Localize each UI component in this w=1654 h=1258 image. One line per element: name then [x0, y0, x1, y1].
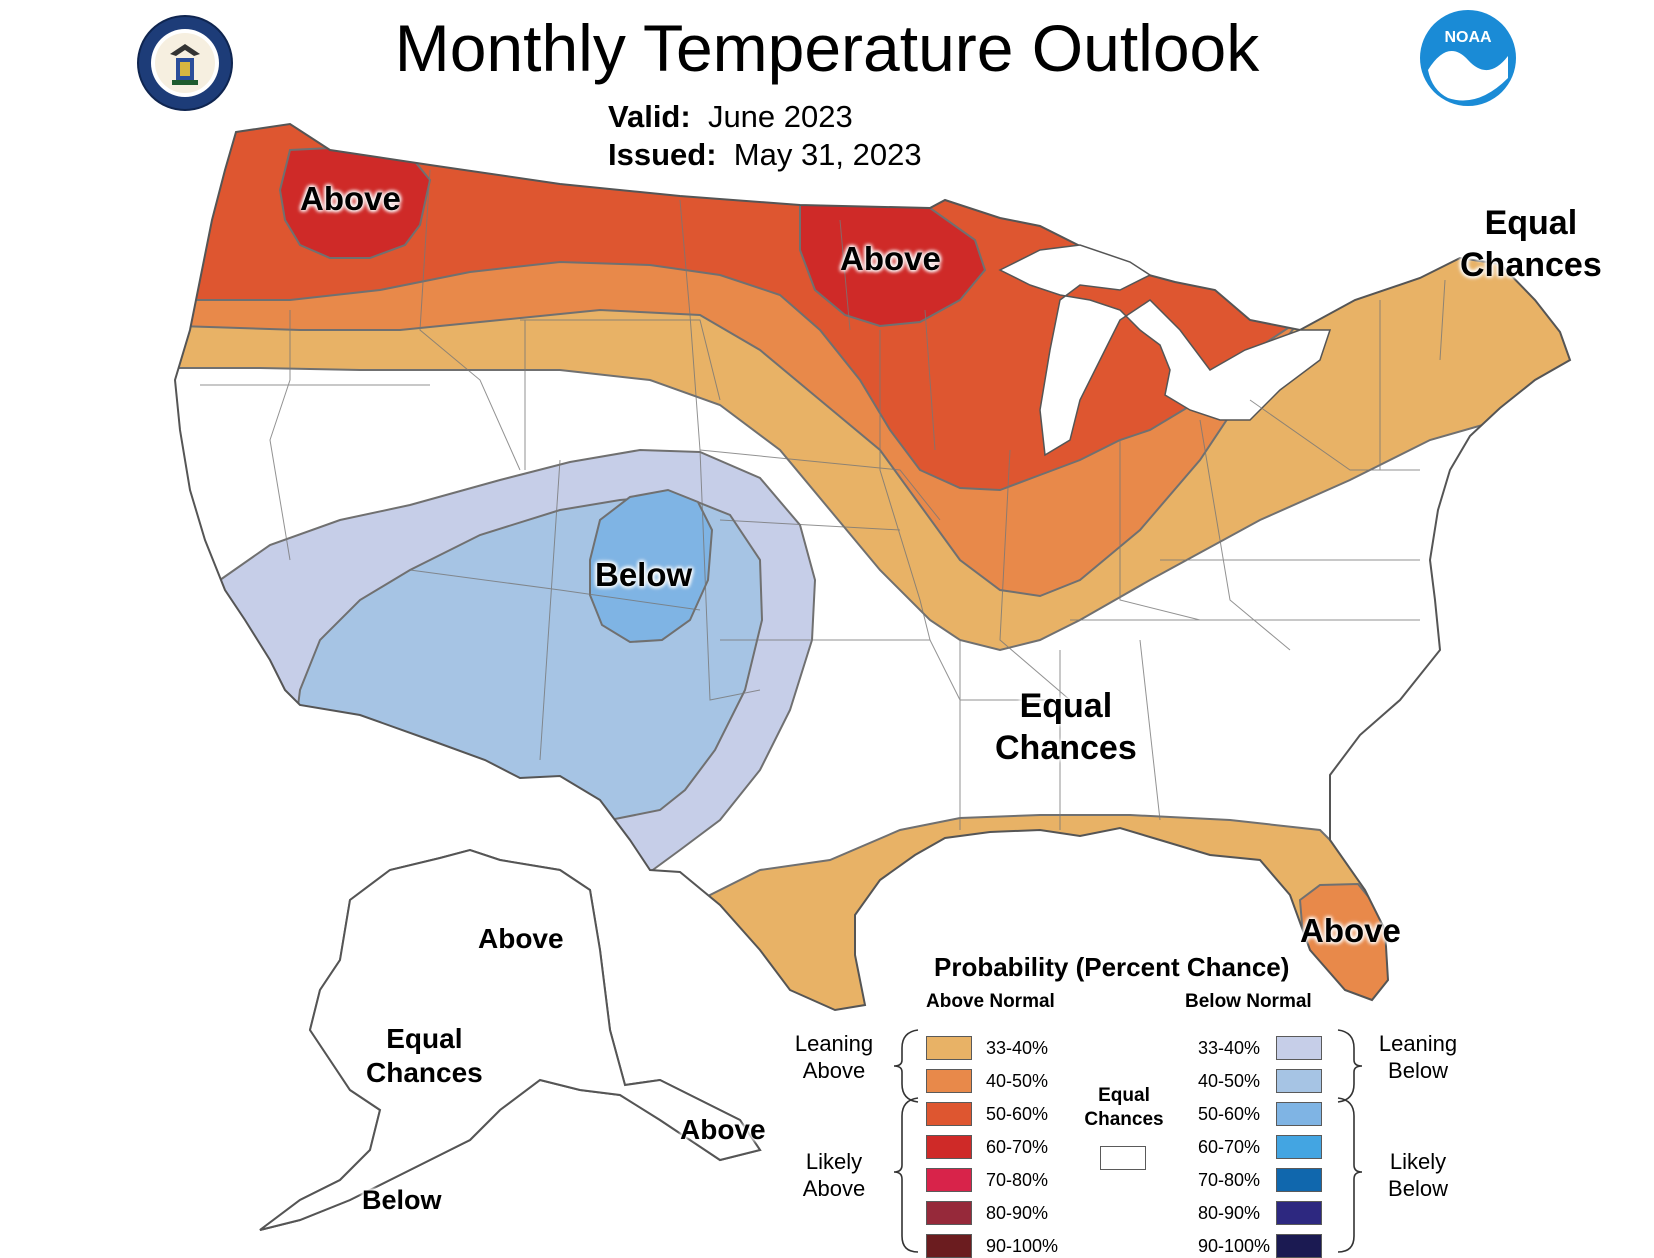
legend-leaning-above-line1: Leaning [794, 1031, 874, 1056]
legend-above-swatch-6 [926, 1201, 972, 1225]
map-label-equal-chances-alaska: Equal Chances [366, 1022, 483, 1090]
legend-leaning-above: Leaning Above [782, 1030, 886, 1084]
legend-below-swatch-2 [1276, 1069, 1322, 1093]
state-boundaries [200, 169, 1446, 830]
legend-below-category-label-4: 60-70% [1198, 1137, 1261, 1157]
below-50-60-four-corners [589, 488, 714, 644]
map-label-ec-ak-line2: Chances [366, 1057, 483, 1088]
noaa-logo-text: NOAA [1444, 29, 1492, 46]
legend-below-category-label-1: 33-40% [1198, 1038, 1261, 1058]
valid-value: June 2023 [707, 99, 853, 134]
legend-below-header: Below Normal [1185, 991, 1312, 1012]
legend-above-category-label-2: 40-50% [986, 1071, 1049, 1091]
map-label-ec-ne-line1: Equal [1484, 204, 1578, 242]
legend-below-swatch-5 [1276, 1168, 1322, 1192]
legend-below-category-label-6: 80-90% [1198, 1203, 1261, 1223]
legend-below-swatch-3 [1276, 1102, 1322, 1126]
map-label-above-upper-midwest: Above [840, 240, 941, 277]
map-label-above-pacific-nw: Above [300, 180, 401, 217]
legend-likely-below-line1: Likely [1389, 1149, 1447, 1174]
page-title: Monthly Temperature Outlook [394, 11, 1260, 85]
legend-above-swatch-4 [926, 1135, 972, 1159]
legend-likely-below-line2: Below [1388, 1176, 1448, 1201]
legend-swatch-equal-chances [1100, 1146, 1146, 1170]
issued-label: Issued: [608, 137, 717, 172]
great-lakes [998, 244, 1332, 457]
map-label-ec-ne-line2: Chances [1460, 246, 1602, 284]
legend-title: Probability (Percent Chance) [934, 952, 1290, 982]
commerce-seal-logo [136, 14, 234, 112]
legend-likely-above-line1: Likely [805, 1149, 863, 1174]
issued-row: Issued: May 31, 2023 [608, 136, 922, 174]
legend-leaning-below-line1: Leaning [1378, 1031, 1458, 1056]
brace-leaning-above [893, 1029, 919, 1103]
map-label-below-four-corners: Below [595, 556, 693, 593]
map-label-equal-chances-southeast: Equal Chances [995, 685, 1137, 769]
legend-leaning-above-line2: Above [802, 1058, 866, 1083]
issued-value: May 31, 2023 [733, 137, 922, 172]
map-label-ec-se-line2: Chances [995, 729, 1137, 767]
legend-likely-above-line2: Above [802, 1176, 866, 1201]
legend-below-swatch-6 [1276, 1201, 1322, 1225]
legend-above-swatch-1 [926, 1036, 972, 1060]
legend-below-category-label-7: 90-100% [1198, 1236, 1271, 1256]
legend-above-category-label-6: 80-90% [986, 1203, 1049, 1223]
legend-equal-chances: Equal Chances [1072, 1084, 1176, 1132]
map-label-above-alaska-north: Above [478, 923, 564, 954]
legend-below-category-label-3: 50-60% [1198, 1104, 1261, 1124]
map-label-ec-ak-line1: Equal [386, 1023, 463, 1054]
legend-above-category-label-4: 60-70% [986, 1137, 1049, 1157]
legend-below-category-label-5: 70-80% [1198, 1170, 1261, 1190]
valid-row: Valid: June 2023 [608, 98, 853, 136]
map-label-equal-chances-northeast: Equal Chances [1460, 202, 1602, 286]
valid-label: Valid: [608, 99, 691, 134]
legend-likely-below: Likely Below [1366, 1148, 1470, 1202]
brace-leaning-below [1337, 1029, 1363, 1103]
legend-leaning-below-line2: Below [1388, 1058, 1448, 1083]
legend-above-category-label-1: 33-40% [986, 1038, 1049, 1058]
legend-below-swatch-1 [1276, 1036, 1322, 1060]
legend-leaning-below: Leaning Below [1366, 1030, 1470, 1084]
brace-likely-above [893, 1097, 919, 1253]
map-label-ec-se-line1: Equal [1019, 687, 1113, 725]
legend-above-swatch-2 [926, 1069, 972, 1093]
legend-below-category-label-2: 40-50% [1198, 1071, 1261, 1091]
map-label-above-florida: Above [1300, 912, 1401, 949]
legend-equal-chances-line2: Chances [1084, 1109, 1164, 1130]
legend-above-category-label-7: 90-100% [986, 1236, 1059, 1256]
map-label-above-alaska-southeast: Above [680, 1114, 766, 1145]
legend-above-swatch-3 [926, 1102, 972, 1126]
legend-above-category-label-3: 50-60% [986, 1104, 1049, 1124]
legend-below-swatch-4 [1276, 1135, 1322, 1159]
legend-likely-above: Likely Above [782, 1148, 886, 1202]
brace-likely-below [1337, 1097, 1363, 1253]
legend-above-header: Above Normal [926, 991, 1055, 1012]
noaa-logo: NOAA [1418, 8, 1518, 108]
legend-above-swatch-5 [926, 1168, 972, 1192]
map-label-below-alaska-southwest: Below [362, 1185, 442, 1215]
legend-above-category-label-5: 70-80% [986, 1170, 1049, 1190]
legend-equal-chances-line1: Equal [1098, 1085, 1150, 1106]
